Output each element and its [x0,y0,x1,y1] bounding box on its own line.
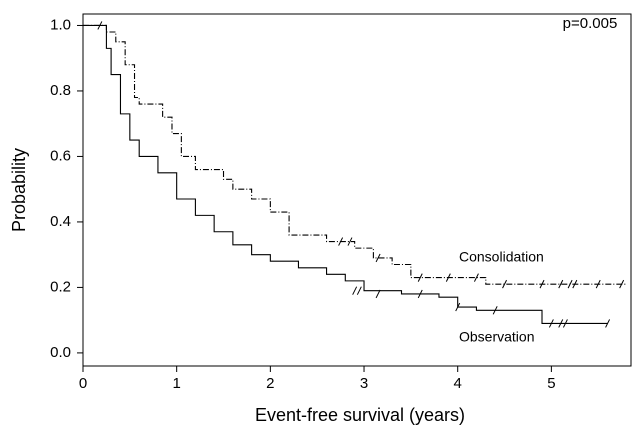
x-tick-label: 5 [547,375,555,392]
censor-mark [445,273,451,282]
censor-mark [356,286,362,295]
plot-frame [82,13,632,367]
y-tick-label: 0.8 [50,82,71,99]
legend-label: Observation [459,329,534,345]
censor-mark [417,273,423,282]
x-tick-label: 4 [454,375,462,392]
censor-mark [558,319,564,328]
censor-mark [619,279,625,289]
censor-mark [595,279,601,289]
censor-mark [455,302,461,312]
censor-mark [375,253,381,263]
censor-mark [572,279,578,289]
censor-mark [375,289,381,299]
x-tick-label: 2 [266,375,274,392]
censor-mark [473,273,479,282]
y-tick-label: 0.6 [50,147,71,164]
censor-mark [558,279,564,289]
censor-mark [567,279,573,289]
censor-mark [502,279,507,289]
censor-mark [562,319,568,328]
censor-mark [548,319,554,328]
censor-mark [539,279,545,289]
survival-curve [83,24,608,324]
x-axis-title: Event-free survival (years) [255,405,465,425]
p-value: p=0.005 [563,15,618,32]
y-tick-label: 0.4 [50,213,71,230]
x-tick-label: 3 [360,375,368,392]
censor-mark [338,237,344,246]
y-tick-label: 0.2 [50,278,71,295]
x-tick-label: 0 [79,375,87,392]
x-tick-label: 1 [173,375,181,392]
censor-mark [417,289,423,299]
y-tick-label: 0.0 [50,344,71,361]
survival-curve [83,24,627,285]
y-axis-title: Probability [9,148,29,232]
censor-mark [605,319,611,328]
legend-label: Consolidation [459,249,544,265]
censor-mark [492,306,498,315]
y-tick-label: 1.0 [50,16,71,33]
censor-mark [352,286,358,295]
censor-mark [347,237,353,246]
